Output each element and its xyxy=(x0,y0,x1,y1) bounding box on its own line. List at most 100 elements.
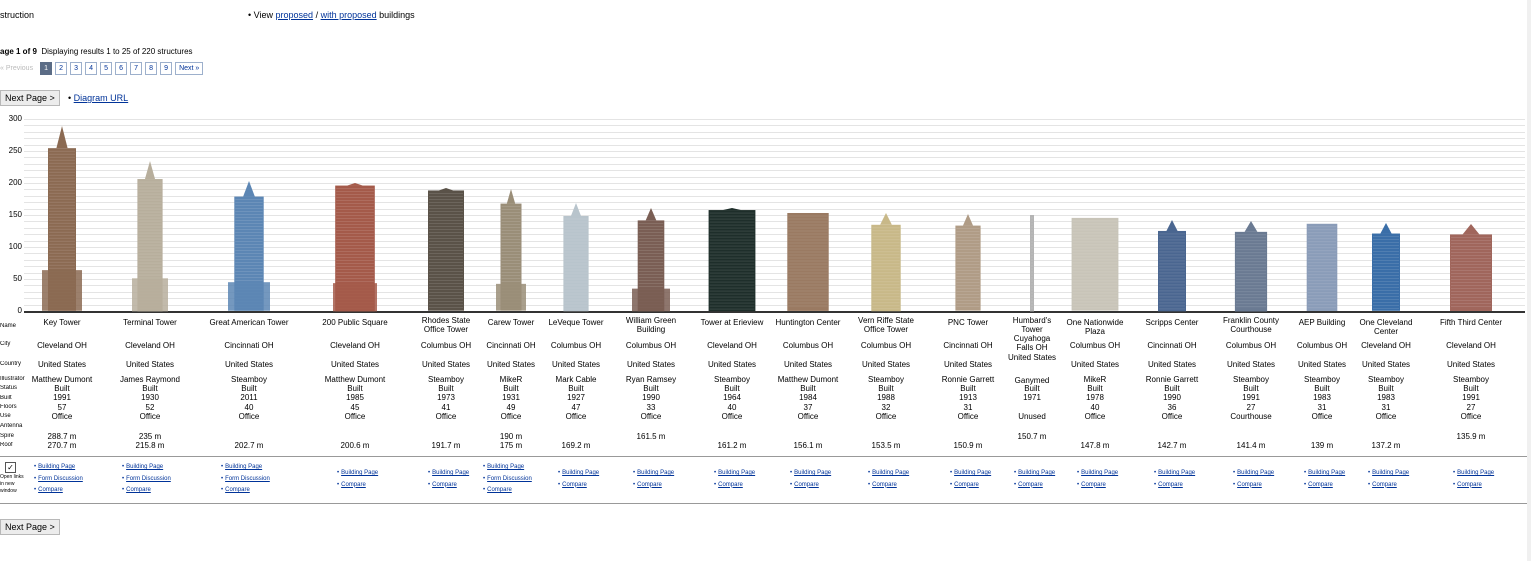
open-new-window-checkbox[interactable]: ✓ xyxy=(5,462,16,473)
building-page-link[interactable]: Building Page xyxy=(794,470,832,476)
proposed-link[interactable]: proposed xyxy=(275,10,314,20)
row-label-illustrator: Illustrator xyxy=(0,376,25,382)
compare-link[interactable]: Compare xyxy=(487,487,512,493)
building-page-link[interactable]: Building Page xyxy=(1018,470,1056,476)
cell-floors: 36 xyxy=(1167,403,1177,412)
cell-city: Columbus OH xyxy=(1069,341,1121,350)
compare-link[interactable]: Compare xyxy=(341,481,366,488)
building-page-link[interactable]: Building Page xyxy=(1237,470,1275,476)
cell-built: 1991 xyxy=(1242,393,1260,402)
compare-link[interactable]: Compare xyxy=(954,481,979,488)
building-page-link[interactable]: Building Page xyxy=(1372,470,1410,476)
building-body xyxy=(1158,230,1186,311)
building-13[interactable] xyxy=(1027,214,1037,312)
compare-link[interactable]: Compare xyxy=(562,481,587,488)
building-7[interactable] xyxy=(558,202,594,312)
cell-illustrator: Ronnie Garrett xyxy=(1145,375,1199,384)
compare-link[interactable]: Compare xyxy=(1237,481,1262,488)
cell-built: 1971 xyxy=(1023,393,1041,402)
building-page-link[interactable]: Building Page xyxy=(1308,470,1346,476)
cell-status: Built xyxy=(54,384,70,393)
compare-link[interactable]: Compare xyxy=(1308,481,1333,488)
compare-link-row: • Compare xyxy=(34,485,83,497)
compare-link[interactable]: Compare xyxy=(432,481,457,488)
building-4[interactable] xyxy=(333,182,377,312)
building-1[interactable] xyxy=(42,126,82,311)
building-page-link[interactable]: Building Page xyxy=(637,470,675,476)
compare-link[interactable]: Compare xyxy=(1158,481,1183,488)
with-proposed-link[interactable]: with proposed xyxy=(320,10,377,20)
next-page-button-bottom[interactable]: Next Page > xyxy=(0,519,60,535)
diagram-url-line: • Diagram URL xyxy=(68,93,128,103)
building-page-link[interactable]: Building Page xyxy=(1457,470,1495,476)
building-17[interactable] xyxy=(1305,222,1339,311)
building-2[interactable] xyxy=(132,160,168,312)
page-link-9[interactable]: 9 xyxy=(160,61,173,75)
next-link[interactable]: Next » xyxy=(175,61,204,75)
building-11[interactable] xyxy=(865,212,907,312)
previous-link: « Previous xyxy=(0,64,34,72)
grid-line xyxy=(24,131,1525,133)
compare-link[interactable]: Compare xyxy=(872,481,897,488)
page-link-2[interactable]: 2 xyxy=(55,61,68,75)
compare-link[interactable]: Compare xyxy=(1372,481,1397,488)
building-link-group: • Building Page • Form Discussion • Compare xyxy=(34,462,83,497)
compare-link[interactable]: Compare xyxy=(718,481,743,488)
page-link-7[interactable]: 7 xyxy=(130,61,143,75)
building-page-link[interactable]: Building Page xyxy=(225,464,263,470)
bullet: • xyxy=(428,481,431,488)
page-link-3[interactable]: 3 xyxy=(70,61,83,75)
compare-link[interactable]: Compare xyxy=(1081,481,1106,488)
row-label-use: Use xyxy=(0,413,11,419)
compare-link[interactable]: Compare xyxy=(225,487,250,493)
next-page-button[interactable]: Next Page > xyxy=(0,90,60,106)
compare-link[interactable]: Compare xyxy=(794,481,819,488)
compare-link[interactable]: Compare xyxy=(637,481,662,488)
compare-link[interactable]: Compare xyxy=(126,487,151,493)
building-15[interactable] xyxy=(1152,219,1192,312)
vertical-scrollbar[interactable] xyxy=(1527,0,1531,561)
building-18[interactable] xyxy=(1366,223,1406,311)
compare-link[interactable]: Compare xyxy=(38,487,63,493)
building-6[interactable] xyxy=(496,189,526,311)
building-9[interactable] xyxy=(706,207,758,312)
building-14[interactable] xyxy=(1069,216,1121,311)
diagram-url-link[interactable]: Diagram URL xyxy=(73,93,129,103)
building-page-link[interactable]: Building Page xyxy=(1081,470,1119,476)
building-page-link[interactable]: Building Page xyxy=(562,470,600,476)
building-19[interactable] xyxy=(1441,224,1501,311)
building-page-link[interactable]: Building Page xyxy=(126,464,164,470)
building-page-link[interactable]: Building Page xyxy=(718,470,756,476)
bullet: • xyxy=(1233,481,1236,488)
building-page-link[interactable]: Building Page xyxy=(1158,470,1196,476)
building-8[interactable] xyxy=(632,207,670,312)
building-page-link[interactable]: Building Page xyxy=(432,470,470,476)
forum-discussion-link[interactable]: Form Discussion xyxy=(126,475,171,482)
building-12[interactable] xyxy=(950,214,986,311)
building-16[interactable] xyxy=(1228,220,1274,312)
page-link-1[interactable]: 1 xyxy=(40,61,53,75)
building-page-link[interactable]: Building Page xyxy=(341,470,379,476)
page-link-6[interactable]: 6 xyxy=(115,61,128,75)
compare-link-row: • Compare xyxy=(1014,480,1055,492)
building-page-link[interactable]: Building Page xyxy=(872,470,910,476)
cell-city: Cleveland OH xyxy=(1361,341,1411,350)
forum-discussion-link[interactable]: Form Discussion xyxy=(225,475,270,482)
building-body xyxy=(1071,218,1119,311)
page-link-8[interactable]: 8 xyxy=(145,61,158,75)
compare-link[interactable]: Compare xyxy=(1018,481,1043,488)
compare-link[interactable]: Compare xyxy=(1457,481,1482,488)
building-page-link[interactable]: Building Page xyxy=(38,464,76,470)
forum-discussion-link[interactable]: Form Discussion xyxy=(38,475,83,482)
building-page-link[interactable]: Building Page xyxy=(487,464,525,470)
building-10[interactable] xyxy=(785,211,831,311)
cell-use: Office xyxy=(1375,412,1397,421)
building-3[interactable] xyxy=(228,181,270,311)
forum-discussion-link[interactable]: Form Discussion xyxy=(487,475,532,482)
page-link-5[interactable]: 5 xyxy=(100,61,113,75)
results-count: Displaying results 1 to 25 of 220 struct… xyxy=(41,47,193,56)
building-5[interactable] xyxy=(426,188,466,311)
grid-line xyxy=(24,304,1525,306)
page-link-4[interactable]: 4 xyxy=(85,61,98,75)
building-page-link[interactable]: Building Page xyxy=(954,470,992,476)
